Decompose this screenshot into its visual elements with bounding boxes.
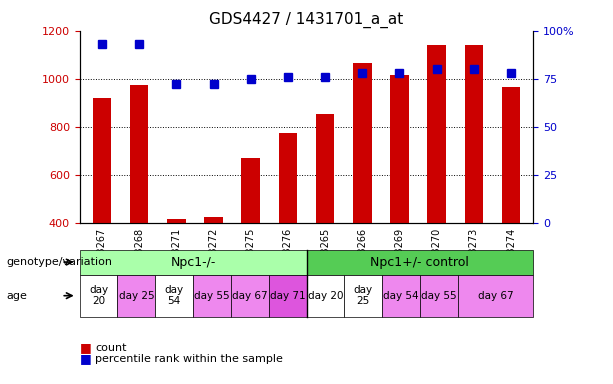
Bar: [167, 219, 186, 223]
Text: day 25: day 25: [118, 291, 154, 301]
Text: genotype/variation: genotype/variation: [6, 257, 112, 267]
Bar: [279, 133, 297, 223]
Bar: [353, 63, 371, 223]
Text: day 55: day 55: [194, 291, 230, 301]
Bar: [390, 75, 409, 223]
Text: count: count: [95, 343, 126, 353]
Text: percentile rank within the sample: percentile rank within the sample: [95, 354, 283, 364]
Bar: [427, 45, 446, 223]
Text: ■: ■: [80, 341, 91, 354]
Text: ■: ■: [80, 353, 91, 366]
Bar: [316, 114, 334, 223]
Text: age: age: [6, 291, 27, 301]
Text: day
54: day 54: [165, 285, 184, 306]
Text: day 54: day 54: [383, 291, 419, 301]
Text: day 67: day 67: [478, 291, 513, 301]
Text: Npc1+/- control: Npc1+/- control: [370, 256, 470, 268]
Bar: [501, 87, 520, 223]
Text: GDS4427 / 1431701_a_at: GDS4427 / 1431701_a_at: [210, 12, 403, 28]
Bar: [465, 45, 483, 223]
Text: day 55: day 55: [421, 291, 457, 301]
Bar: [130, 85, 148, 223]
Text: day 20: day 20: [308, 291, 343, 301]
Text: Npc1-/-: Npc1-/-: [170, 256, 216, 268]
Text: day
25: day 25: [354, 285, 373, 306]
Bar: [204, 217, 223, 223]
Text: day 67: day 67: [232, 291, 268, 301]
Bar: [242, 158, 260, 223]
Bar: [93, 98, 112, 223]
Text: day
20: day 20: [89, 285, 108, 306]
Text: day 71: day 71: [270, 291, 305, 301]
